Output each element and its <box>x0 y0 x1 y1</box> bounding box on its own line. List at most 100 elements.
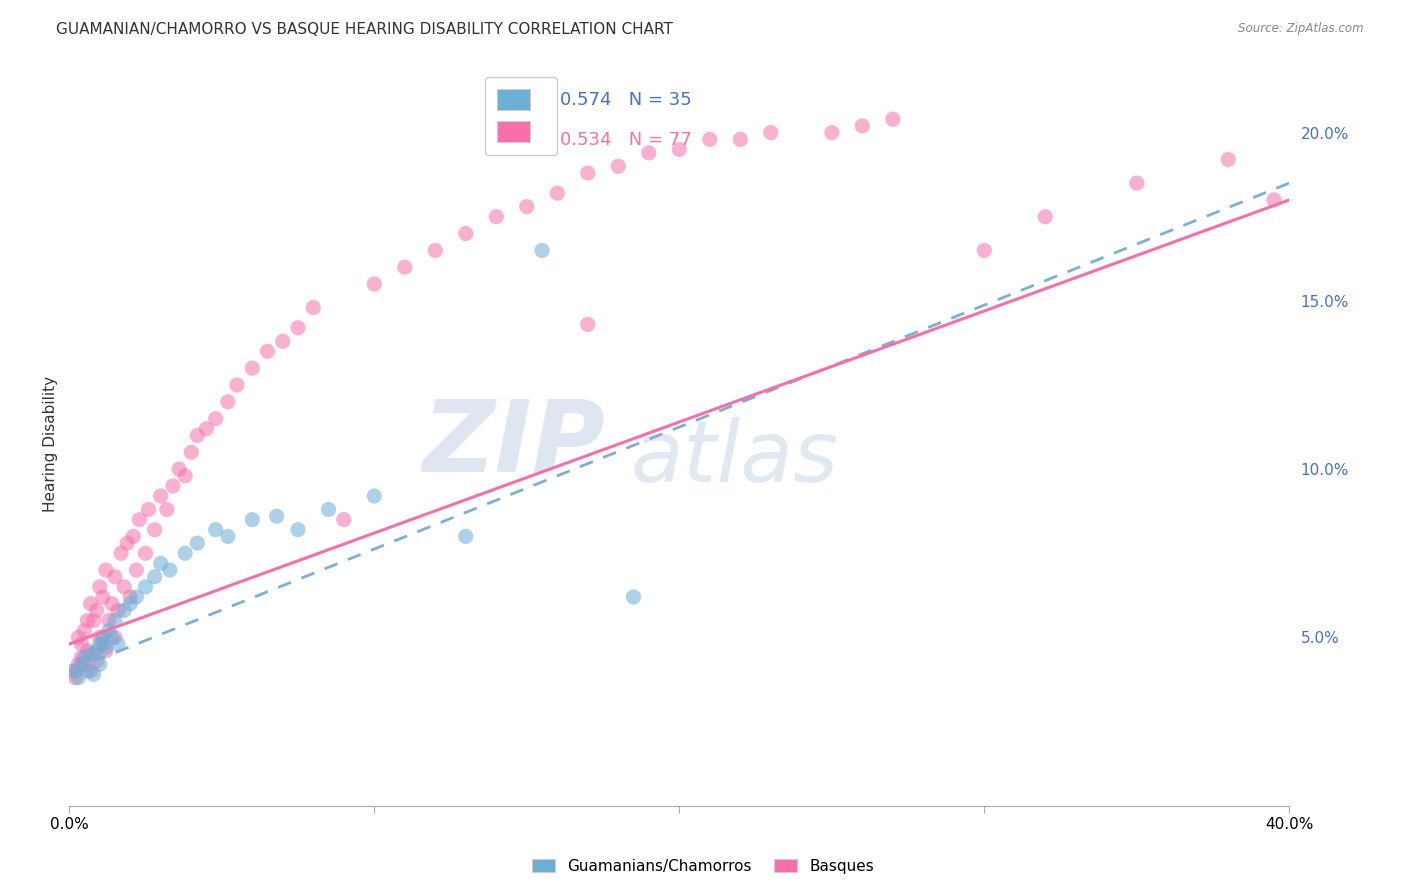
Point <box>174 546 197 560</box>
Point <box>73 657 96 672</box>
Point <box>91 637 114 651</box>
Point <box>115 536 138 550</box>
Text: ZIP: ZIP <box>423 395 606 492</box>
Point <box>576 166 599 180</box>
Point <box>167 462 190 476</box>
Point <box>226 378 249 392</box>
Point <box>174 468 197 483</box>
Point <box>73 650 96 665</box>
Point <box>83 614 105 628</box>
Point <box>1218 153 1240 167</box>
Point <box>699 132 721 146</box>
Text: Source: ZipAtlas.com: Source: ZipAtlas.com <box>1239 22 1364 36</box>
Point <box>266 509 288 524</box>
Point <box>86 603 108 617</box>
Point <box>89 580 111 594</box>
Point <box>97 624 120 638</box>
Point <box>425 244 447 258</box>
Point <box>104 570 127 584</box>
Point <box>162 479 184 493</box>
Point <box>94 563 117 577</box>
Point <box>134 546 156 560</box>
Point <box>394 260 416 275</box>
Point <box>97 614 120 628</box>
Point <box>149 557 172 571</box>
Point <box>287 523 309 537</box>
Point <box>454 529 477 543</box>
Point <box>70 637 93 651</box>
Text: GUAMANIAN/CHAMORRO VS BASQUE HEARING DISABILITY CORRELATION CHART: GUAMANIAN/CHAMORRO VS BASQUE HEARING DIS… <box>56 22 673 37</box>
Point <box>730 132 752 146</box>
Legend: Guamanians/Chamorros, Basques: Guamanians/Chamorros, Basques <box>526 853 880 880</box>
Point <box>287 320 309 334</box>
Point <box>120 597 142 611</box>
Point <box>143 570 166 584</box>
Point <box>637 145 659 160</box>
Point <box>138 502 160 516</box>
Point <box>112 603 135 617</box>
Point <box>79 647 101 661</box>
Point <box>143 523 166 537</box>
Point <box>195 422 218 436</box>
Point <box>107 637 129 651</box>
Point <box>851 119 873 133</box>
Point <box>76 614 98 628</box>
Point <box>91 590 114 604</box>
Point <box>67 657 90 672</box>
Point <box>821 126 844 140</box>
Point <box>973 244 995 258</box>
Point <box>149 489 172 503</box>
Point <box>256 344 278 359</box>
Point <box>83 647 105 661</box>
Point <box>86 644 108 658</box>
Text: R = 0.574   N = 35: R = 0.574 N = 35 <box>520 91 692 109</box>
Point <box>623 590 645 604</box>
Point <box>217 394 239 409</box>
Point <box>76 664 98 678</box>
Point <box>1033 210 1056 224</box>
Point <box>91 631 114 645</box>
Point <box>104 614 127 628</box>
Point <box>363 277 385 291</box>
Point <box>240 361 263 376</box>
Point <box>70 650 93 665</box>
Point <box>1126 176 1149 190</box>
Point <box>101 631 124 645</box>
Point <box>159 563 181 577</box>
Point <box>73 624 96 638</box>
Point <box>217 529 239 543</box>
Point <box>89 657 111 672</box>
Point <box>1263 193 1285 207</box>
Point <box>485 210 508 224</box>
Point <box>204 411 226 425</box>
Point <box>454 227 477 241</box>
Point <box>204 523 226 537</box>
Point <box>67 631 90 645</box>
Point <box>318 502 340 516</box>
Point <box>101 597 124 611</box>
Point <box>65 664 87 678</box>
Point <box>76 644 98 658</box>
Point <box>120 590 142 604</box>
Point <box>94 640 117 655</box>
Point <box>882 112 904 127</box>
Point <box>86 654 108 668</box>
Point <box>79 597 101 611</box>
Point <box>122 529 145 543</box>
Point <box>546 186 568 201</box>
Point <box>240 512 263 526</box>
Point <box>332 512 354 526</box>
Point <box>89 637 111 651</box>
Point <box>65 671 87 685</box>
Point <box>110 546 132 560</box>
Point <box>180 445 202 459</box>
Point <box>134 580 156 594</box>
Point <box>104 631 127 645</box>
Point <box>89 631 111 645</box>
Point <box>79 664 101 678</box>
Point <box>759 126 782 140</box>
Point <box>112 580 135 594</box>
Point <box>156 502 179 516</box>
Point <box>271 334 294 349</box>
Point <box>107 603 129 617</box>
